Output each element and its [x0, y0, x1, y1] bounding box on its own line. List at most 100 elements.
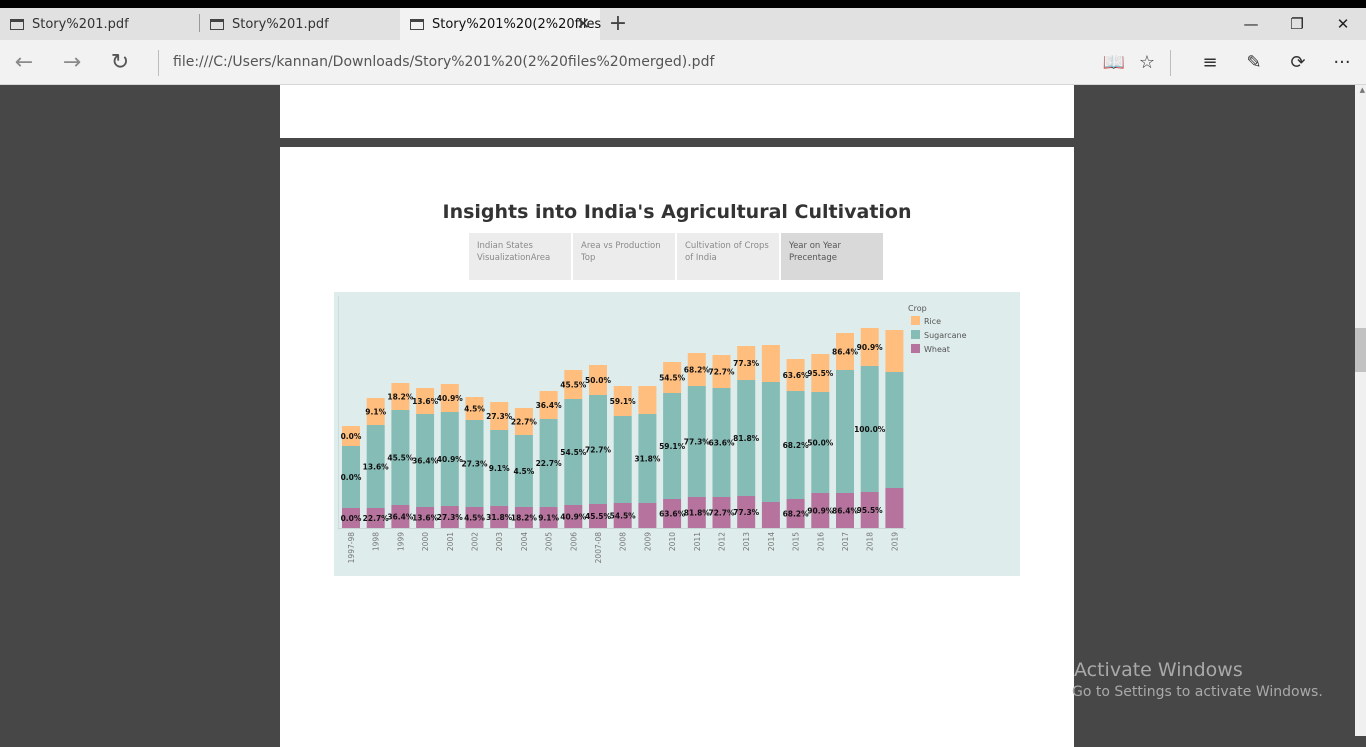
x-tick-label: 2018 [866, 532, 875, 551]
data-label: 31.8% [634, 455, 661, 464]
bar-wheat [366, 508, 385, 528]
restore-button[interactable]: ❐ [1290, 15, 1304, 33]
bar-wheat [342, 508, 360, 528]
tab-story-merged-pdf[interactable]: Story%201%20(2%20files ✕ [400, 8, 601, 40]
vertical-scrollbar[interactable]: ▲ [1355, 85, 1366, 736]
close-tab-icon[interactable]: ✕ [576, 14, 590, 33]
x-tick-label: 2004 [520, 532, 529, 551]
new-tab-button[interactable]: + [608, 11, 628, 36]
hub-icon[interactable]: ≡ [1202, 52, 1218, 73]
tab-story-pdf-2[interactable]: Story%201.pdf [200, 8, 400, 40]
data-label: 59.1% [610, 397, 637, 406]
data-label: 22.7% [536, 459, 563, 468]
story-point-states-visualization[interactable]: Indian States VisualizationArea [469, 233, 571, 280]
data-label: 59.1% [659, 442, 686, 451]
x-tick-label: 2016 [816, 532, 825, 551]
bar-rice [613, 386, 632, 416]
pdf-page-2: Insights into India's Agricultural Culti… [280, 147, 1074, 747]
web-note-icon[interactable]: ✎ [1246, 52, 1262, 73]
page-icon [10, 18, 24, 30]
forward-button[interactable]: → [62, 50, 82, 75]
data-label: 54.5% [659, 374, 686, 383]
data-label: 4.5% [513, 467, 534, 476]
data-label: 13.6% [363, 463, 390, 472]
data-label: 50.0% [807, 439, 834, 448]
legend-label-rice: Rice [924, 317, 941, 326]
data-label: 13.6% [412, 397, 439, 406]
stacked-bar-chart: 0.0% 0.0% 0.0% 1997-98 22.7% 13.6% 9.1% 1998 36.… [334, 292, 1020, 576]
tab-label: Story%201.pdf [32, 16, 129, 32]
data-label: 45.5% [560, 381, 587, 390]
bar-rice [490, 402, 509, 430]
back-button[interactable]: ← [14, 50, 34, 75]
share-icon[interactable]: ⟳ [1290, 52, 1306, 73]
x-tick-label: 2017 [841, 532, 850, 551]
data-label: 40.9% [560, 513, 587, 522]
bar-sugarcane [836, 370, 854, 493]
bar-sugarcane [811, 392, 830, 493]
bar-sugarcane [514, 435, 533, 507]
x-tick-label: 2014 [767, 532, 776, 551]
pdf-page-1 [280, 85, 1074, 138]
bar-wheat [465, 507, 484, 528]
data-label: 27.3% [461, 460, 488, 469]
activation-watermark-subtitle: Go to Settings to activate Windows. [1072, 684, 1323, 700]
x-tick-label: 2008 [619, 532, 628, 551]
x-tick-label: 2005 [545, 532, 554, 551]
tab-story-pdf-1[interactable]: Story%201.pdf [0, 8, 198, 40]
reading-view-icon[interactable]: 📖 [1102, 52, 1126, 73]
bar-wheat [490, 506, 509, 528]
data-label: 100.0% [854, 425, 886, 434]
close-window-button[interactable]: ✕ [1336, 15, 1350, 33]
navigation-bar: ← → ↻ file:///C:/Users/kannan/Downloads/… [0, 40, 1366, 85]
bar-wheat [860, 492, 879, 528]
data-label: 63.6% [783, 371, 810, 380]
story-navigator: Indian States VisualizationArea Area vs … [469, 233, 885, 280]
refresh-button[interactable]: ↻ [110, 50, 130, 75]
data-label: 0.0% [341, 432, 362, 441]
data-label: 13.6% [412, 514, 439, 523]
bar-wheat [836, 493, 854, 528]
data-label: 63.6% [659, 510, 686, 519]
bar-sugarcane [663, 393, 682, 499]
story-point-year-on-year[interactable]: Year on Year Precentage [781, 233, 883, 280]
scroll-up-icon[interactable]: ▲ [1359, 86, 1365, 94]
favorite-star-icon[interactable]: ☆ [1138, 52, 1156, 73]
data-label: 77.3% [684, 438, 711, 447]
bar-wheat [712, 497, 731, 528]
minimize-button[interactable]: — [1243, 15, 1259, 33]
address-bar[interactable]: file:///C:/Users/kannan/Downloads/Story%… [173, 54, 715, 70]
data-label: 72.7% [708, 509, 735, 518]
data-label: 81.8% [684, 509, 711, 518]
more-icon[interactable]: ··· [1333, 52, 1351, 73]
data-label: 4.5% [464, 514, 485, 523]
bar-sugarcane [786, 391, 805, 499]
bar-rice [564, 370, 583, 399]
x-tick-label: 2000 [421, 532, 430, 551]
scrollbar-thumb[interactable] [1355, 328, 1366, 372]
story-title: Insights into India's Agricultural Culti… [442, 201, 912, 223]
data-label: 81.8% [733, 434, 760, 443]
bar-sugarcane [860, 366, 879, 492]
bar-wheat [514, 507, 533, 528]
bar-rice [786, 359, 805, 391]
bar-sugarcane [465, 420, 484, 507]
x-tick-label: 2019 [890, 532, 899, 551]
bar-wheat [687, 497, 706, 528]
x-tick-label: 2010 [668, 532, 677, 551]
story-point-area-vs-production[interactable]: Area vs Production Top [573, 233, 675, 280]
bar-sugarcane [638, 414, 657, 503]
bar-sugarcane [564, 399, 583, 505]
page-icon [210, 18, 224, 30]
bar-rice [539, 391, 558, 419]
story-point-cultivation-crops[interactable]: Cultivation of Crops of India [677, 233, 779, 280]
data-label: 68.2% [783, 441, 810, 450]
bar-wheat [539, 507, 558, 528]
divider [1170, 50, 1171, 76]
pdf-viewer: Insights into India's Agricultural Culti… [0, 85, 1366, 747]
data-label: 68.2% [684, 366, 711, 375]
window-top-edge [0, 0, 1366, 8]
bar-sugarcane [342, 446, 360, 508]
data-label: 90.9% [807, 507, 834, 516]
x-tick-label: 2013 [742, 532, 751, 551]
